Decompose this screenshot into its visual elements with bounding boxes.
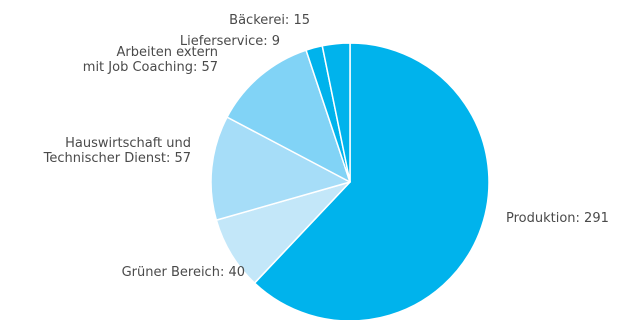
slice-label-5: Lieferservice: 9 bbox=[180, 34, 280, 49]
slice-label-line: Grüner Bereich: 40 bbox=[122, 265, 245, 280]
slice-label-line: Hauswirtschaft und bbox=[65, 136, 191, 151]
slice-label-2: Grüner Bereich: 40 bbox=[122, 265, 245, 280]
slice-label-4: Arbeiten extern mit Job Coaching: 57 bbox=[83, 45, 218, 75]
pie-slices bbox=[210, 42, 490, 320]
slice-label-line: Bäckerei: 15 bbox=[229, 13, 310, 28]
slice-label-line: Technischer Dienst: 57 bbox=[43, 151, 191, 166]
slice-label-line: Produktion: 291 bbox=[506, 211, 609, 226]
pie-slice-6 bbox=[321, 42, 351, 183]
slice-label-line: mit Job Coaching: 57 bbox=[83, 60, 218, 75]
pie-labels: Produktion: 291 Grüner Bereich: 40 Hauswir… bbox=[43, 13, 609, 280]
slice-label-6: Bäckerei: 15 bbox=[229, 13, 310, 28]
pie-slice-1 bbox=[253, 42, 490, 320]
pie-slice-4 bbox=[226, 49, 351, 183]
slice-label-line: Arbeiten extern bbox=[117, 45, 218, 60]
slice-label-1: Produktion: 291 bbox=[506, 211, 609, 226]
slice-label-line: Lieferservice: 9 bbox=[180, 34, 280, 49]
slice-label-3: Hauswirtschaft und Technischer Dienst: 57 bbox=[43, 136, 191, 166]
pie-slice-3 bbox=[210, 116, 351, 221]
